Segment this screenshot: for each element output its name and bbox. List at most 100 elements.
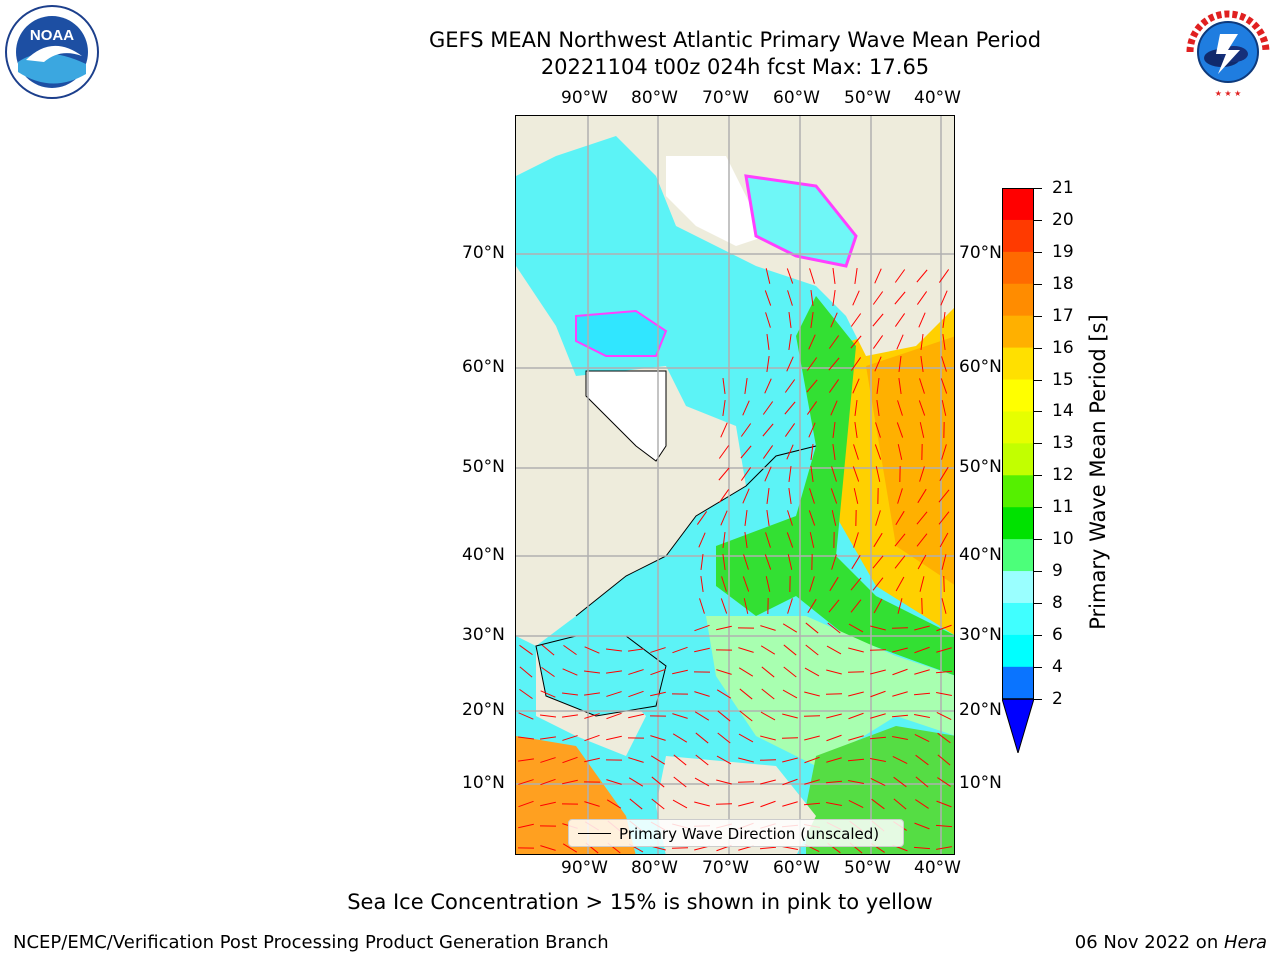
wave-arrow [897, 488, 903, 504]
colorbar-tick-mark [1034, 411, 1042, 413]
wave-arrow [650, 755, 666, 765]
wave-arrow [938, 511, 950, 525]
wave-arrow [765, 532, 771, 548]
wave-arrow [584, 734, 600, 742]
colorbar-tick-label: 21 [1052, 178, 1074, 198]
wave-arrow [628, 648, 644, 652]
wave-arrow [764, 554, 772, 570]
wave-arrow [584, 670, 600, 674]
wave-period-map [515, 115, 955, 855]
wave-arrow [716, 625, 732, 631]
wave-arrow [695, 754, 709, 766]
colorbar-tick-label: 20 [1052, 209, 1074, 230]
wave-arrow [875, 466, 881, 482]
wave-arrow [695, 732, 709, 744]
wave-arrow [898, 378, 902, 394]
wave-arrow [717, 732, 731, 744]
wave-arrow [872, 577, 884, 591]
wave-arrow [804, 756, 820, 764]
wave-arrow [782, 757, 798, 763]
wave-arrow [936, 712, 952, 720]
wave-arrow [872, 313, 884, 327]
wave-arrow [762, 423, 774, 437]
wave-arrow [847, 758, 865, 762]
wave-arrow [854, 400, 858, 416]
wave-arrow [672, 713, 688, 719]
legend-label: Primary Wave Direction (unscaled) [619, 825, 880, 843]
wave-arrow [584, 757, 600, 763]
wave-arrow [740, 467, 752, 481]
wave-arrow [935, 670, 953, 674]
colorbar-tick-mark [1034, 188, 1042, 189]
wave-arrow [854, 422, 858, 438]
wave-arrow [781, 737, 799, 739]
wave-arrow [874, 356, 882, 372]
wave-arrow [788, 334, 792, 350]
wave-arrow [936, 647, 952, 653]
wave-arrow [783, 644, 797, 656]
wave-arrow [786, 532, 794, 548]
colorbar-tick-label: 19 [1052, 241, 1074, 262]
legend-line-swatch [578, 833, 611, 834]
wave-arrow [721, 576, 727, 592]
colorbar-tick-label: 15 [1052, 369, 1074, 390]
wave-arrow [920, 334, 924, 350]
wave-arrow [920, 356, 924, 372]
wave-arrow [784, 401, 796, 415]
wave-arrow [628, 669, 644, 675]
colorbar-segment [1002, 188, 1034, 221]
wave-arrow [562, 843, 578, 853]
wave-arrow [606, 670, 622, 674]
colorbar-segment [1002, 379, 1034, 412]
wave-arrow [869, 736, 887, 740]
colorbar-tick-mark [1034, 251, 1042, 253]
colorbar-tick-mark [1034, 315, 1042, 317]
wave-arrow [874, 444, 882, 460]
wave-arrow [694, 624, 710, 632]
wave-arrow [870, 713, 886, 719]
wave-arrow [673, 776, 687, 788]
wave-arrow [766, 510, 770, 526]
colorbar-tick-mark [1034, 634, 1042, 636]
wave-arrow [896, 334, 904, 350]
wave-arrow [540, 778, 556, 786]
wave-arrow [891, 627, 909, 629]
wave-arrow [941, 444, 947, 460]
wave-arrow [700, 554, 704, 570]
wave-arrow [940, 290, 948, 306]
wave-arrow [919, 378, 925, 394]
wave-arrow [803, 715, 821, 717]
wave-arrow [936, 800, 952, 808]
wave-arrow [786, 268, 794, 284]
wave-arrow [829, 576, 839, 592]
lon-label-top: 60°W [773, 88, 820, 108]
wave-arrow [606, 691, 622, 697]
colorbar-tick-label: 9 [1052, 561, 1063, 582]
wave-arrow [937, 732, 951, 744]
wave-arrow [671, 847, 689, 849]
wave-arrow [826, 757, 842, 763]
wave-arrow [782, 801, 798, 807]
wave-arrow [810, 466, 814, 482]
wave-arrow [672, 733, 688, 743]
chart-title: GEFS MEAN Northwest Atlantic Primary Wav… [428, 28, 1042, 52]
wave-arrow [915, 776, 929, 788]
wave-arrow [650, 735, 666, 741]
colorbar-tick-mark [1034, 379, 1042, 381]
wave-arrow [828, 335, 840, 349]
wave-arrow [762, 445, 774, 459]
wave-arrow [805, 622, 819, 634]
wave-arrow [716, 755, 732, 765]
colorbar-segment [1002, 219, 1034, 253]
wave-arrow [541, 666, 555, 678]
wave-arrow [806, 401, 818, 415]
lat-label-left: 30°N [462, 625, 505, 645]
colorbar-tick-label: 12 [1052, 465, 1074, 486]
wave-arrow [850, 577, 862, 591]
wave-arrow [788, 312, 792, 328]
wave-arrow [853, 444, 859, 460]
colorbar-segment [1002, 539, 1034, 572]
colorbar-label: Primary Wave Mean Period [s] [1086, 314, 1110, 630]
hudson-bay-ice [585, 370, 667, 462]
wave-arrow [942, 312, 946, 328]
